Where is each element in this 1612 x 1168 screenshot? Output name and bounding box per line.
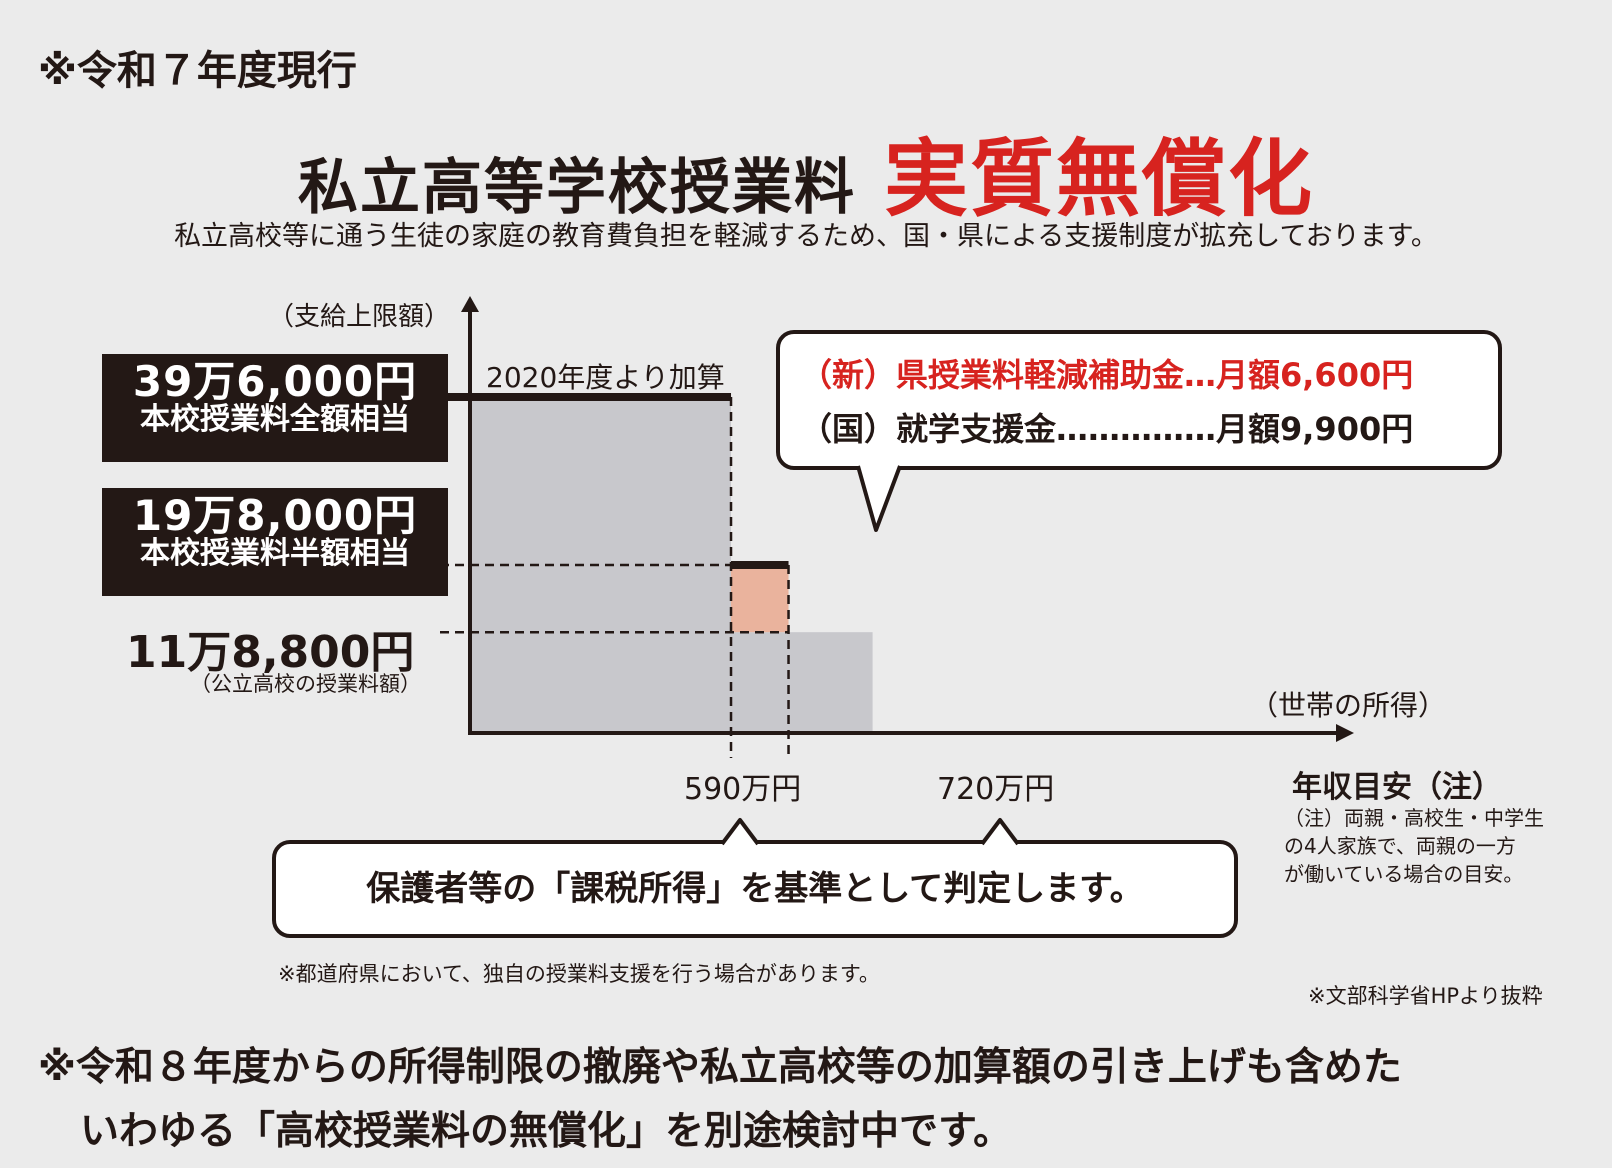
title-main: 私立高等学校授業料 — [297, 153, 856, 223]
criteria-bubble: 保護者等の「課税所得」を基準として判定します。 — [272, 840, 1238, 938]
bubble-tail-left-outline — [720, 818, 760, 846]
income-note-line: が働いている場合の目安。 — [1284, 862, 1524, 886]
source-note: ※文部科学省HPより抜粋 — [1308, 984, 1543, 1008]
x-axis-arrow — [1336, 724, 1354, 742]
chart-bars — [470, 396, 873, 733]
bubble-tail-right-outline — [980, 818, 1020, 846]
bar-segment-national — [731, 632, 789, 733]
level-desc-public: （公立高校の授業料額） — [190, 672, 421, 696]
support-bubble: （新）県授業料軽減補助金…月額6,600円 （国）就学支援金……………月額9,9… — [776, 330, 1502, 470]
footer-note-line1: ※令和８年度からの所得制限の撤廃や私立高校等の加算額の引き上げも含めた — [38, 1045, 1402, 1090]
x-axis-label: （世帯の所得） — [1250, 689, 1447, 722]
bar-segment — [788, 632, 873, 733]
income-note-line: の4人家族で、両親の一方 — [1284, 834, 1516, 858]
y-axis-label: （支給上限額） — [268, 302, 451, 332]
chart-guides — [440, 392, 790, 758]
x-tick-label: 590万円 — [684, 772, 802, 807]
level-amount: 39万6,000円 — [132, 357, 418, 406]
support-line-prefecture: （新）県授業料軽減補助金…月額6,600円 — [800, 356, 1414, 394]
x-tick-label: 720万円 — [937, 772, 1055, 807]
bubble-tail-right — [982, 820, 1018, 846]
income-note: （注）両親・高校生・中学生 の4人家族で、両親の一方 が働いている場合の目安。 — [1284, 804, 1544, 888]
subtitle: 私立高校等に通う生徒の家庭の教育費負担を軽減するため、国・県による支援制度が拡充… — [174, 221, 1438, 252]
level-label-half: 19万8,000円 本校授業料半額相当 — [102, 488, 448, 596]
header-note: ※令和７年度現行 — [38, 48, 357, 94]
level-label-full: 39万6,000円 本校授業料全額相当 — [102, 354, 448, 462]
footer-note-line2: いわゆる「高校授業料の無償化」を別途検討中です。 — [80, 1109, 1013, 1155]
level-desc: 本校授業料全額相当 — [140, 402, 410, 438]
level-desc: 本校授業料半額相当 — [140, 536, 410, 572]
x-axis-label-2: 年収目安（注） — [1292, 770, 1502, 805]
bar-segment-prefecture — [731, 564, 789, 633]
footer-note: ※令和８年度からの所得制限の撤廃や私立高校等の加算額の引き上げも含めた いわゆる… — [38, 1036, 1402, 1165]
title-highlight: 実質無償化 — [883, 130, 1314, 228]
annotation-2020: 2020年度より加算 — [486, 361, 725, 394]
level-amount: 19万8,000円 — [132, 491, 418, 540]
prefecture-note: ※都道府県において、独自の授業料支援を行う場合があります。 — [278, 962, 880, 986]
support-line-national: （国）就学支援金……………月額9,900円 — [800, 410, 1414, 448]
y-axis-arrow — [461, 296, 479, 312]
chart-axes — [461, 296, 1354, 742]
bubble-tail-top — [858, 464, 900, 530]
bubble-tail-left — [722, 820, 758, 846]
income-note-line: （注）両親・高校生・中学生 — [1284, 806, 1544, 830]
page-title: 私立高等学校授業料 実質無償化 — [0, 112, 1612, 233]
bubble-tail-top-outline — [856, 465, 902, 532]
level-amount-public: 11万8,800円 — [126, 627, 415, 678]
